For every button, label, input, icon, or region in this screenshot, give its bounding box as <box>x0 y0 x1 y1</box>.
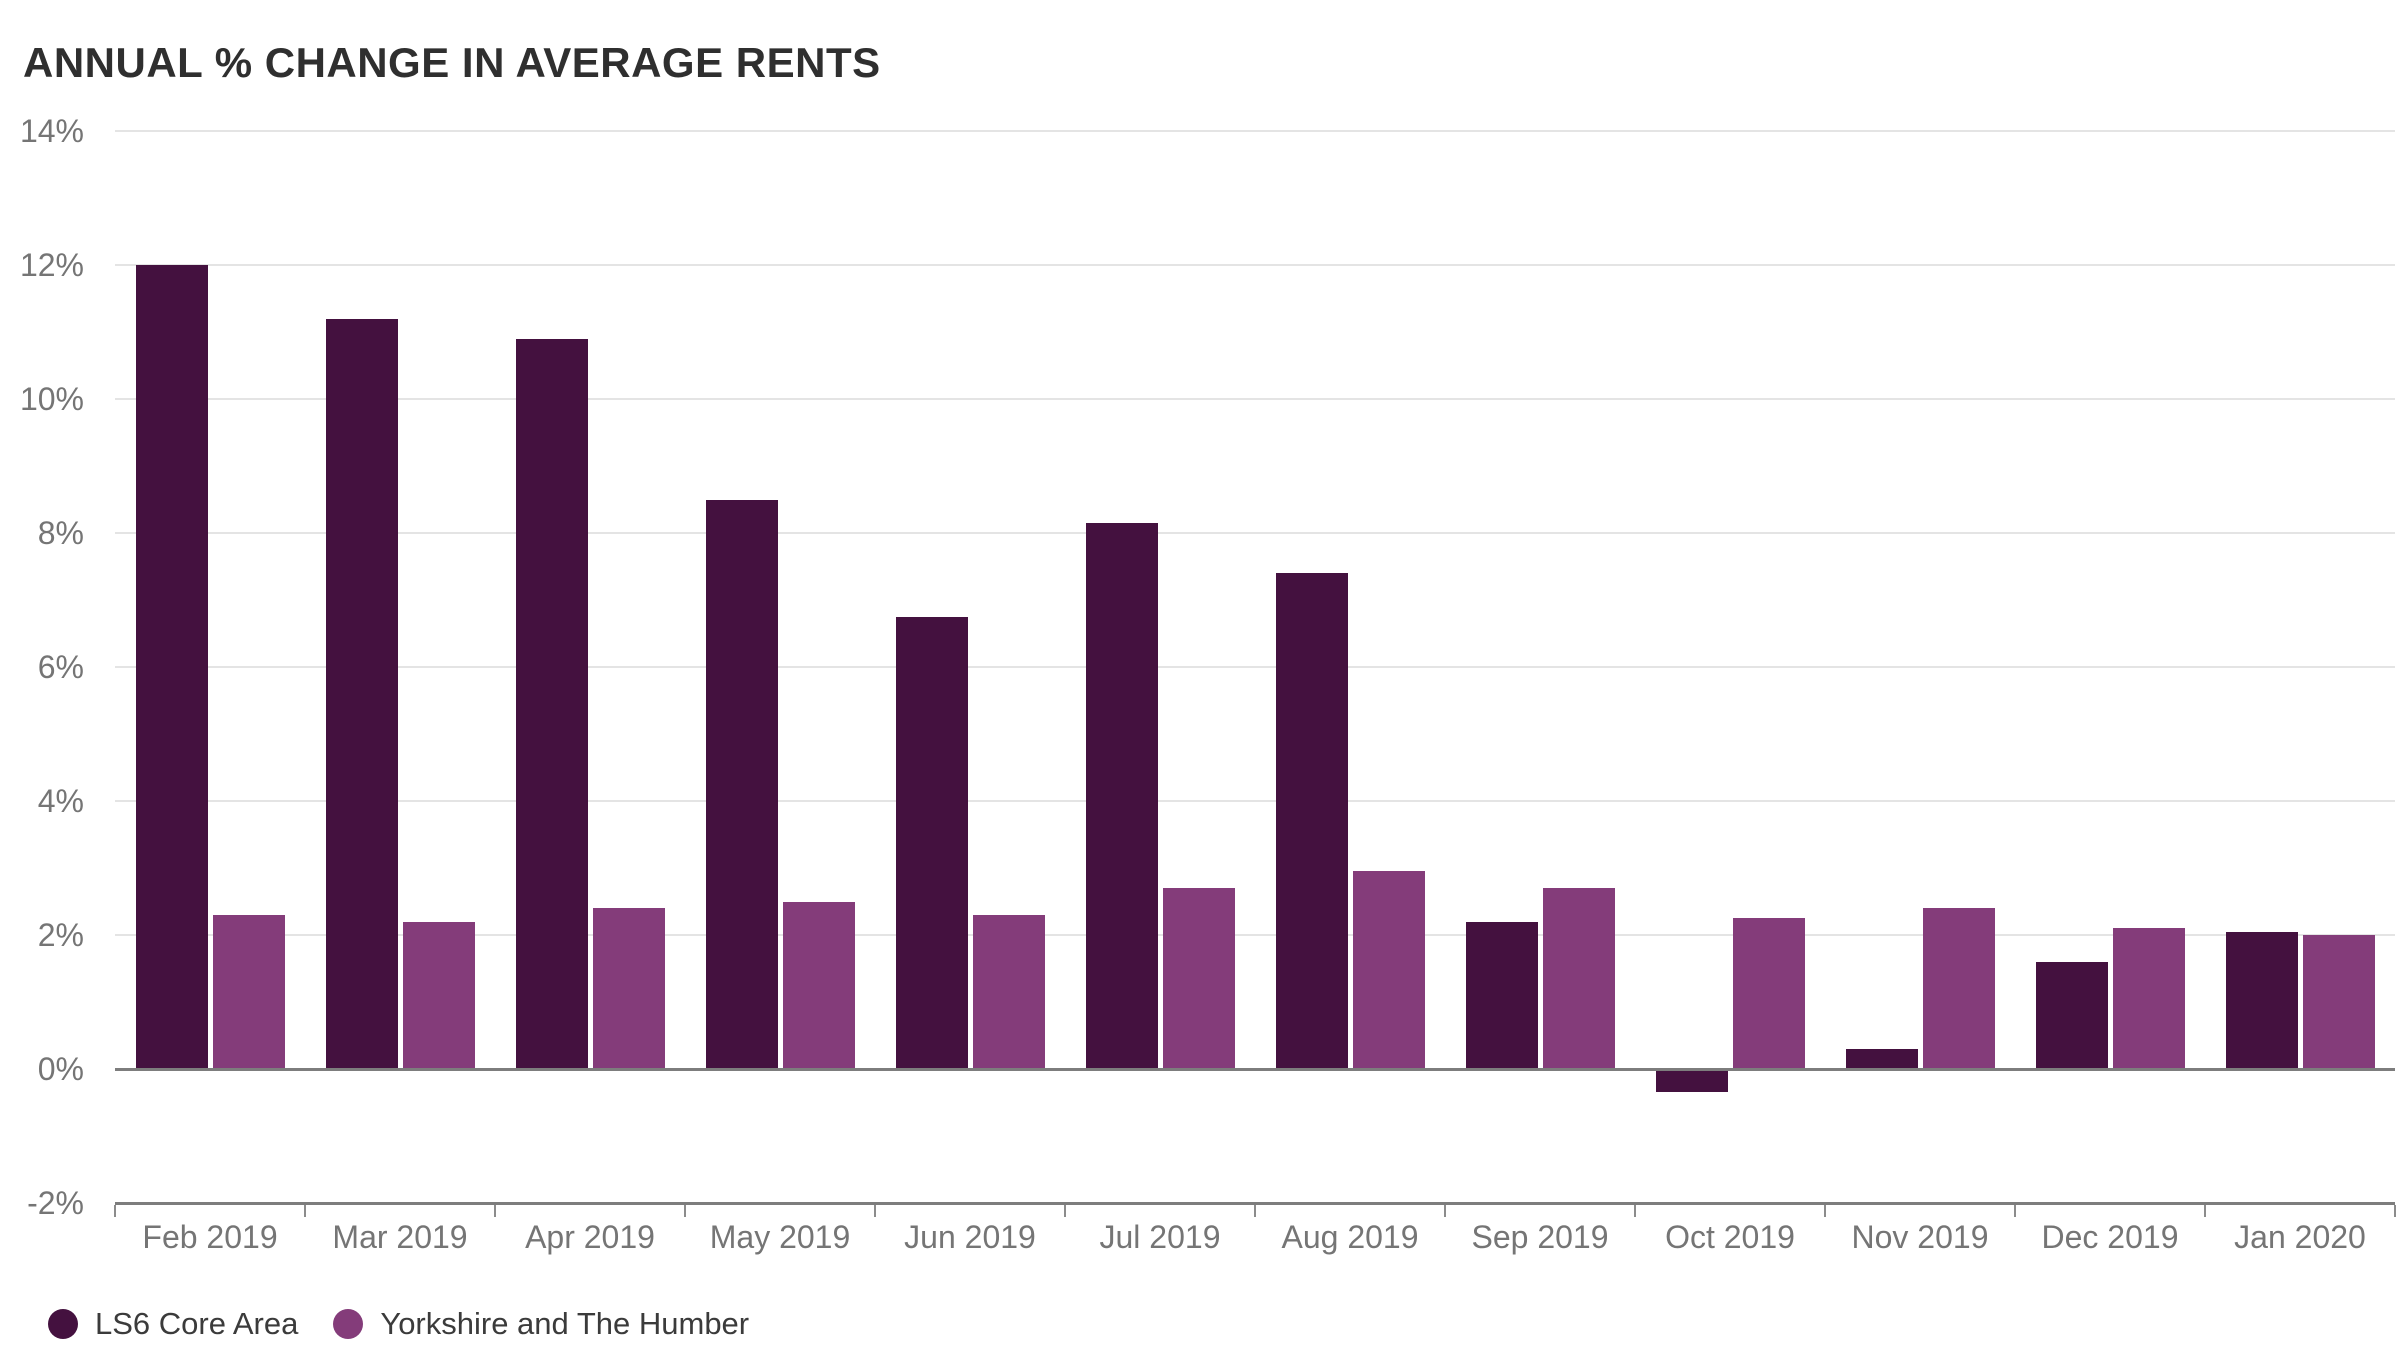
legend-swatch-yorkshire-icon <box>333 1309 364 1339</box>
bar-jun-2019-ls6-core-area <box>896 616 968 1070</box>
bar-sep-2019-ls6-core-area <box>1466 921 1538 1070</box>
x-axis-tick <box>304 1205 306 1217</box>
bar-jan-2020-yorkshire-and-the-humber <box>2303 935 2375 1070</box>
x-axis-label-may-2019: May 2019 <box>709 1219 851 1255</box>
x-axis-label-sep-2019: Sep 2019 <box>1471 1219 1609 1255</box>
bar-aug-2019-yorkshire-and-the-humber <box>1353 871 1425 1070</box>
bar-jul-2019-yorkshire-and-the-humber <box>1163 888 1235 1070</box>
bar-may-2019-ls6-core-area <box>706 499 778 1070</box>
gridline-14% <box>115 130 2395 132</box>
bar-may-2019-yorkshire-and-the-humber <box>783 901 855 1070</box>
x-axis-tick <box>1824 1205 1826 1217</box>
x-axis-tick <box>2204 1205 2206 1217</box>
y-axis-label-14%: 14% <box>19 113 84 149</box>
x-axis-tick <box>2394 1205 2396 1217</box>
x-axis-label-jun-2019: Jun 2019 <box>904 1219 1036 1255</box>
y-axis-label-6%: 6% <box>37 649 84 685</box>
x-axis-tick <box>1064 1205 1066 1217</box>
y-axis-label-10%: 10% <box>19 381 84 417</box>
x-axis-label-apr-2019: Apr 2019 <box>525 1219 655 1255</box>
gridline-4% <box>115 800 2395 802</box>
y-axis-label-0%: 0% <box>37 1051 84 1087</box>
zero-baseline <box>115 1068 2395 1071</box>
x-axis-label-oct-2019: Oct 2019 <box>1665 1219 1795 1255</box>
bar-feb-2019-yorkshire-and-the-humber <box>213 914 285 1070</box>
x-axis-tick <box>1634 1205 1636 1217</box>
bar-oct-2019-yorkshire-and-the-humber <box>1733 918 1805 1070</box>
bar-sep-2019-yorkshire-and-the-humber <box>1543 888 1615 1070</box>
bar-jan-2020-ls6-core-area <box>2226 931 2298 1070</box>
x-axis-label-feb-2019: Feb 2019 <box>142 1219 278 1255</box>
y-axis-label-12%: 12% <box>19 247 84 283</box>
gridline-6% <box>115 666 2395 668</box>
legend-item-yorkshire: Yorkshire and The Humber <box>333 1306 749 1342</box>
x-axis-label-mar-2019: Mar 2019 <box>332 1219 468 1255</box>
x-axis-label-nov-2019: Nov 2019 <box>1851 1219 1989 1255</box>
gridline-12% <box>115 264 2395 266</box>
x-axis-tick <box>114 1205 116 1217</box>
bar-nov-2019-yorkshire-and-the-humber <box>1923 908 1995 1070</box>
bar-jun-2019-yorkshire-and-the-humber <box>973 914 1045 1070</box>
legend-item-ls6-core-area: LS6 Core Area <box>48 1306 298 1342</box>
y-axis-label-8%: 8% <box>37 515 84 551</box>
bar-mar-2019-yorkshire-and-the-humber <box>403 921 475 1070</box>
bar-dec-2019-ls6-core-area <box>2036 961 2108 1070</box>
legend-label-ls6: LS6 Core Area <box>95 1306 299 1341</box>
bar-mar-2019-ls6-core-area <box>326 318 398 1070</box>
x-axis-line <box>115 1202 2395 1205</box>
gridline-8% <box>115 532 2395 534</box>
y-axis-label-4%: 4% <box>37 783 84 819</box>
bar-feb-2019-ls6-core-area <box>136 265 208 1070</box>
x-axis-tick <box>1254 1205 1256 1217</box>
chart-title: ANNUAL % CHANGE IN AVERAGE RENTS <box>23 39 881 86</box>
bar-nov-2019-ls6-core-area <box>1846 1048 1918 1070</box>
bar-dec-2019-yorkshire-and-the-humber <box>2113 928 2185 1070</box>
x-axis-tick <box>1444 1205 1446 1217</box>
legend: LS6 Core Area Yorkshire and The Humber <box>48 1301 749 1347</box>
x-axis-label-jan-2020: Jan 2020 <box>2234 1219 2366 1255</box>
y-axis-label-2%: 2% <box>37 917 84 953</box>
legend-swatch-ls6-icon <box>48 1309 78 1339</box>
gridline-2% <box>115 934 2395 936</box>
bar-oct-2019-ls6-core-area <box>1656 1069 1728 1093</box>
bar-apr-2019-yorkshire-and-the-humber <box>593 908 665 1070</box>
x-axis-label-jul-2019: Jul 2019 <box>1099 1219 1221 1255</box>
bar-aug-2019-ls6-core-area <box>1276 573 1348 1070</box>
x-axis-label-dec-2019: Dec 2019 <box>2041 1219 2179 1255</box>
x-axis-tick <box>684 1205 686 1217</box>
legend-label-yorkshire: Yorkshire and The Humber <box>380 1306 750 1341</box>
x-axis-tick <box>2014 1205 2016 1217</box>
x-axis-tick <box>494 1205 496 1217</box>
bar-jul-2019-ls6-core-area <box>1086 522 1158 1070</box>
bar-apr-2019-ls6-core-area <box>516 338 588 1070</box>
gridline-10% <box>115 398 2395 400</box>
x-axis-tick <box>874 1205 876 1217</box>
y-axis-label--2%: -2% <box>27 1185 84 1221</box>
x-axis-label-aug-2019: Aug 2019 <box>1281 1219 1419 1255</box>
